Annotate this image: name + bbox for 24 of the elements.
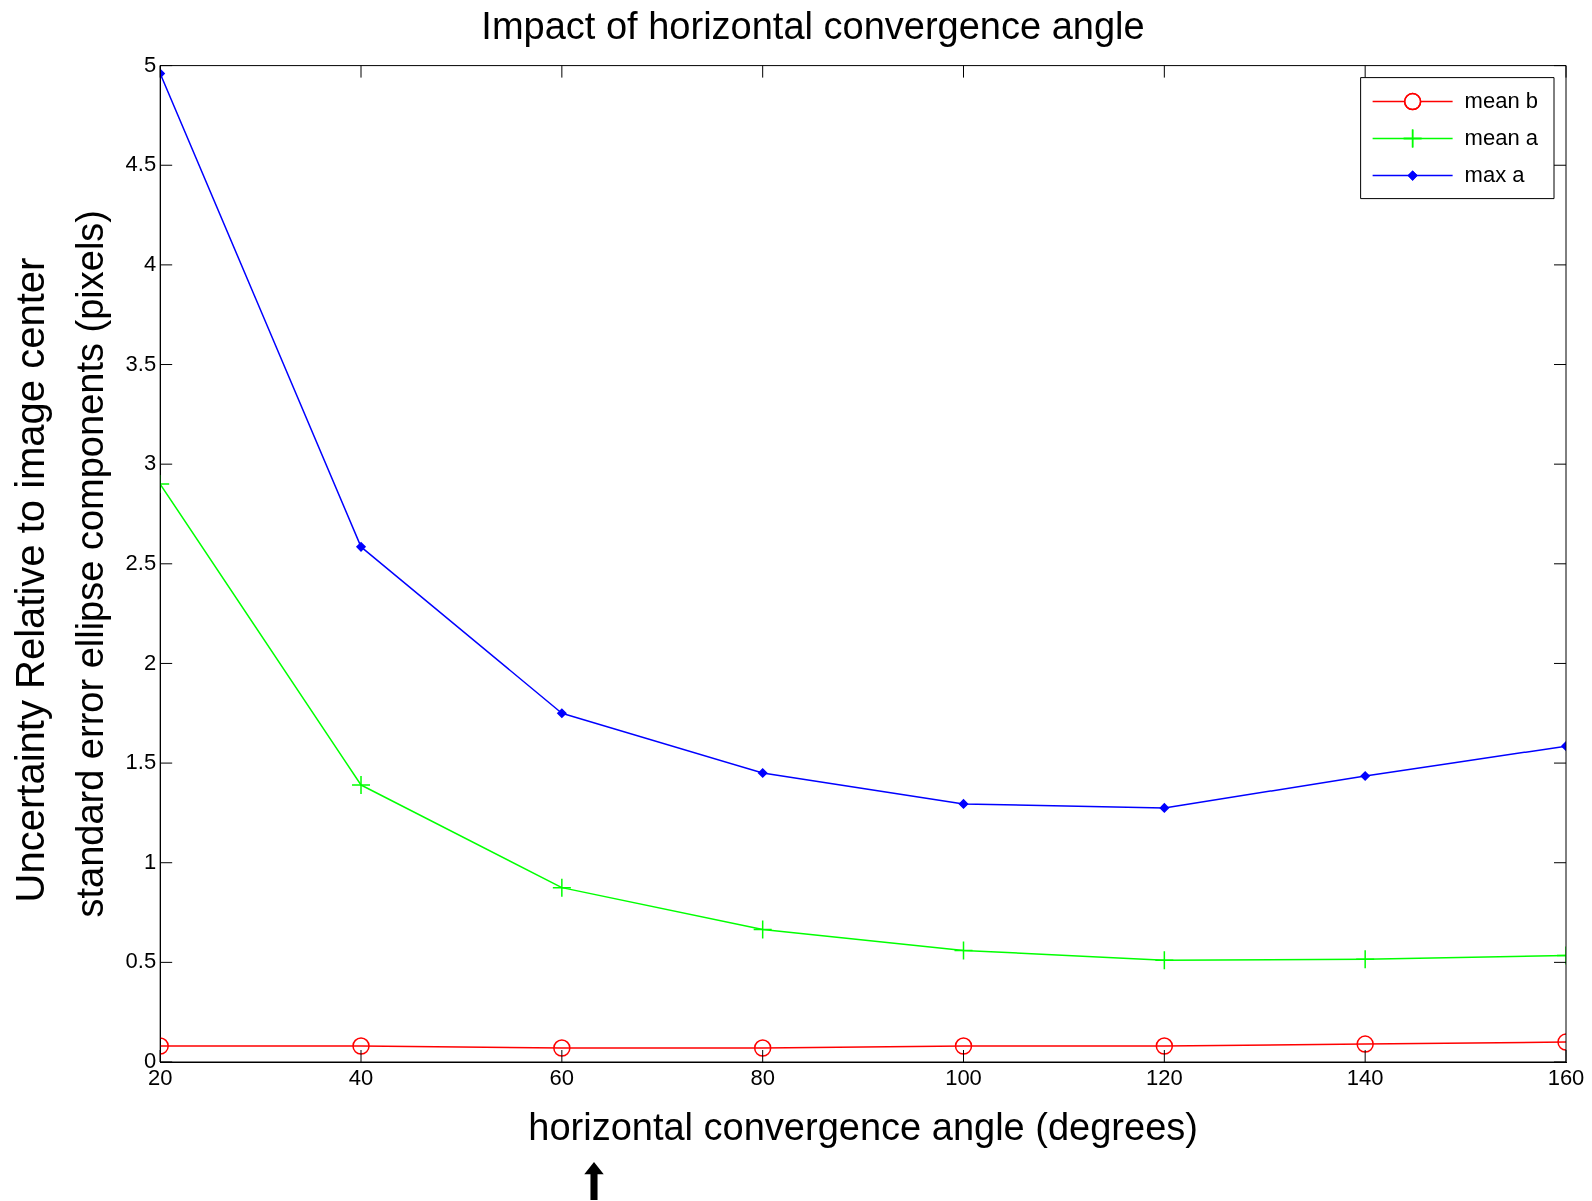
x-axis-title: horizontal convergence angle (degrees) <box>528 1105 1198 1148</box>
x-tick-label: 80 <box>750 1065 775 1091</box>
y-tick-label: 0.5 <box>125 948 157 974</box>
y-tick-label: 1 <box>143 848 157 874</box>
x-tick-label: 100 <box>945 1065 982 1091</box>
y-tick-label: 5 <box>143 51 157 77</box>
x-tick-label: 60 <box>549 1065 575 1091</box>
x-tick-label: 120 <box>1145 1065 1183 1091</box>
legend-label: max a <box>1464 161 1526 187</box>
x-tick-label: 160 <box>1547 1065 1585 1091</box>
x-tick-label: 40 <box>348 1065 374 1091</box>
y-tick-label: 3.5 <box>125 350 157 376</box>
y-axis-title: standard error ellipse components (pixels) <box>69 210 112 918</box>
y-tick-label: 4 <box>143 250 157 276</box>
legend-label: mean b <box>1464 87 1539 113</box>
y-tick-label: 1.5 <box>125 749 157 775</box>
text: Uncertainty Relative to image center <box>7 257 53 903</box>
y-tick-label: 4.5 <box>125 151 157 177</box>
legend-label: mean a <box>1464 124 1539 150</box>
y-tick-label: 2.5 <box>125 549 157 575</box>
y-tick-label: 2 <box>143 649 157 675</box>
chart-title: Impact of horizontal convergence angle <box>481 5 1145 48</box>
x-tick-label: 140 <box>1346 1065 1384 1091</box>
y-tick-label: 3 <box>143 450 157 476</box>
